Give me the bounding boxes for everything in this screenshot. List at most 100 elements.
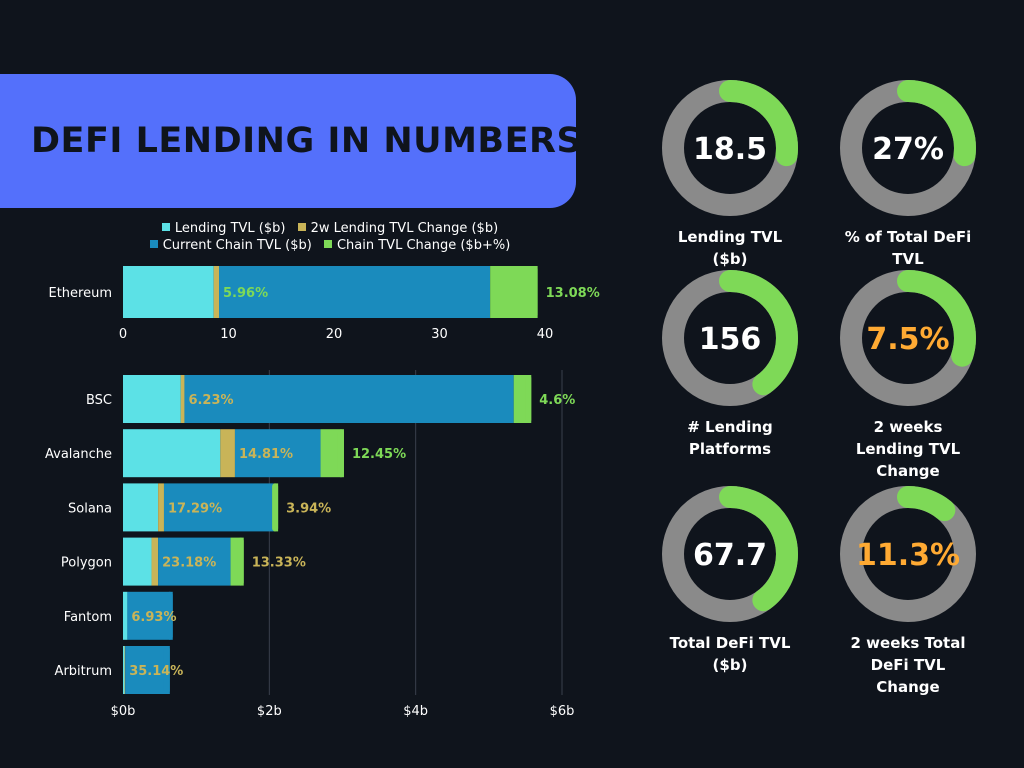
legend-swatch-lending-tvl [161, 223, 170, 231]
bar-end-cap [163, 646, 170, 694]
legend-label-chain-change: Chain TVL Change ($b+%) [336, 238, 511, 253]
data-label-lending-change-solana: 17.29% [168, 501, 222, 516]
kpi-donut: 11.3% [840, 486, 976, 622]
x-tick-label: 20 [326, 327, 343, 342]
bar-end-cap [237, 537, 244, 586]
data-label-lending-change-ethereum: 5.96% [223, 286, 268, 301]
kpi-donut: 18.5 [662, 80, 798, 216]
donut-fill [840, 80, 976, 216]
category-label-polygon: Polygon [61, 556, 112, 571]
kpi-2-weeks-total-defi-tvl-change: 11.3% 2 weeks Total DeFi TVL Change [828, 484, 988, 698]
bar-end-cap [531, 266, 538, 318]
bar-avalanche-lending-tvl [123, 429, 221, 478]
data-label-chain-change-polygon: 13.33% [252, 556, 306, 571]
x-tick-label: $0b [111, 704, 136, 719]
kpi-value: 7.5% [866, 322, 949, 357]
kpi-total-defi-tvl-b: 67.7 Total DeFi TVL ($b) [650, 484, 810, 676]
bar-arbitrum-chain-tvl [125, 646, 170, 694]
bar-arbitrum-lending-change [124, 646, 126, 694]
data-label-lending-change-avalanche: 14.81% [239, 447, 293, 462]
bar-polygon-lending-change [151, 537, 159, 586]
kpi-label: 2 weeks Total DeFi TVL Change [850, 634, 966, 696]
legend-label-chain-tvl: Current Chain TVL ($b) [162, 238, 312, 253]
bar-polygon-chain-tvl [158, 537, 231, 586]
legend-label-lending-change: 2w Lending TVL Change ($b) [310, 221, 499, 236]
data-label-lending-change-bsc: 6.23% [188, 393, 233, 408]
x-tick-label: 10 [220, 327, 237, 342]
kpi-lending-platforms: 156 # Lending Platforms [650, 268, 810, 460]
legend-swatch-chain-change [323, 240, 332, 248]
kpi-label: # Lending Platforms [687, 418, 773, 458]
category-label-bsc: BSC [86, 393, 112, 408]
bar-arbitrum-lending-tvl [123, 646, 125, 694]
x-tick-label: $4b [403, 704, 428, 719]
donut-fill [840, 486, 976, 622]
bar-fantom-chain-tvl [127, 591, 173, 640]
category-label-fantom: Fantom [64, 610, 112, 625]
kpi-label: % of Total DeFi TVL [844, 228, 972, 268]
bar-end-cap [525, 375, 532, 423]
bar-end-cap [166, 591, 173, 640]
category-label-avalanche: Avalanche [45, 447, 112, 462]
data-label-chain-change-ethereum: 13.08% [546, 286, 600, 301]
bar-ethereum-lending-tvl [123, 266, 214, 318]
bar-end-cap [272, 483, 279, 532]
legend-item-chain-change: Chain TVL Change ($b+%) [323, 237, 511, 254]
chart-legend: Lending TVL ($b) 2w Lending TVL Change (… [110, 220, 550, 254]
data-label-lending-change-polygon: 23.18% [162, 556, 216, 571]
kpi-donut: 156 [662, 270, 798, 406]
kpi-value: 156 [699, 322, 762, 357]
legend-item-lending-change: 2w Lending TVL Change ($b) [297, 220, 499, 237]
kpi-value: 67.7 [693, 538, 767, 573]
legend-label-lending-tvl: Lending TVL ($b) [174, 221, 286, 236]
donut-fill [840, 270, 976, 406]
bar-bsc-lending-tvl [123, 375, 181, 423]
bar-ethereum-chain-change [490, 266, 538, 318]
x-tick-label: 30 [431, 327, 448, 342]
kpi-label: 2 weeks Lending TVL Change [855, 418, 961, 480]
kpi-2-weeks-lending-tvl-change: 7.5% 2 weeks Lending TVL Change [828, 268, 988, 482]
donut-fill [662, 270, 798, 406]
category-label-ethereum: Ethereum [48, 286, 112, 301]
legend-swatch-chain-tvl [149, 240, 158, 248]
data-label-chain-change-solana: 3.94% [286, 501, 331, 516]
kpi-label: Total DeFi TVL ($b) [669, 634, 791, 674]
kpi-lending-tvl-b: 18.5 Lending TVL ($b) [650, 78, 810, 270]
kpi-donut: 7.5% [840, 270, 976, 406]
donut-fill [662, 486, 798, 622]
category-label-arbitrum: Arbitrum [55, 664, 112, 679]
bar-ethereum-chain-tvl [219, 266, 491, 318]
kpi-value: 27% [872, 132, 944, 167]
bar-solana-lending-change [158, 483, 164, 532]
x-tick-label: 40 [537, 327, 554, 342]
data-label-chain-change-avalanche: 12.45% [352, 447, 406, 462]
bar-avalanche-lending-change [220, 429, 235, 478]
title-banner: DEFI LENDING IN NUMBERS [0, 74, 582, 208]
x-tick-label: 0 [119, 327, 127, 342]
kpi-value: 18.5 [693, 132, 767, 167]
alt-chains-bar-chart: BSC 6.23% 4.6% Avalanche 14.81% 12.45% Solana 1… [45, 370, 575, 719]
legend-item-lending-tvl: Lending TVL ($b) [161, 220, 286, 237]
bar-avalanche-chain-tvl [234, 429, 321, 478]
data-label-chain-change-bsc: 4.6% [539, 393, 575, 408]
kpi-label: Lending TVL ($b) [677, 228, 783, 268]
bar-end-cap [337, 429, 344, 478]
bar-polygon-lending-tvl [123, 537, 152, 586]
kpi-value: 11.3% [856, 538, 960, 573]
ethereum-bar-chart: Ethereum 5.96% 13.08% 0 10 20 30 40 [48, 266, 600, 342]
kpi-of-total-defi-tvl: 27% % of Total DeFi TVL [828, 78, 988, 270]
x-tick-label: $6b [550, 704, 575, 719]
data-label-lending-change-arbitrum: 35.14% [129, 664, 183, 679]
bar-fantom-lending-tvl [123, 591, 128, 640]
category-label-solana: Solana [68, 501, 112, 516]
legend-swatch-lending-change [297, 223, 306, 231]
bar-ethereum-lending-change [213, 266, 220, 318]
legend-item-chain-tvl: Current Chain TVL ($b) [149, 237, 312, 254]
bar-bsc-chain-tvl [184, 375, 514, 423]
kpi-donut: 27% [840, 80, 976, 216]
bar-solana-chain-tvl [163, 483, 274, 532]
bar-solana-lending-tvl [123, 483, 159, 532]
x-tick-label: $2b [257, 704, 282, 719]
donut-fill [662, 80, 798, 216]
bar-bsc-lending-change [180, 375, 185, 423]
